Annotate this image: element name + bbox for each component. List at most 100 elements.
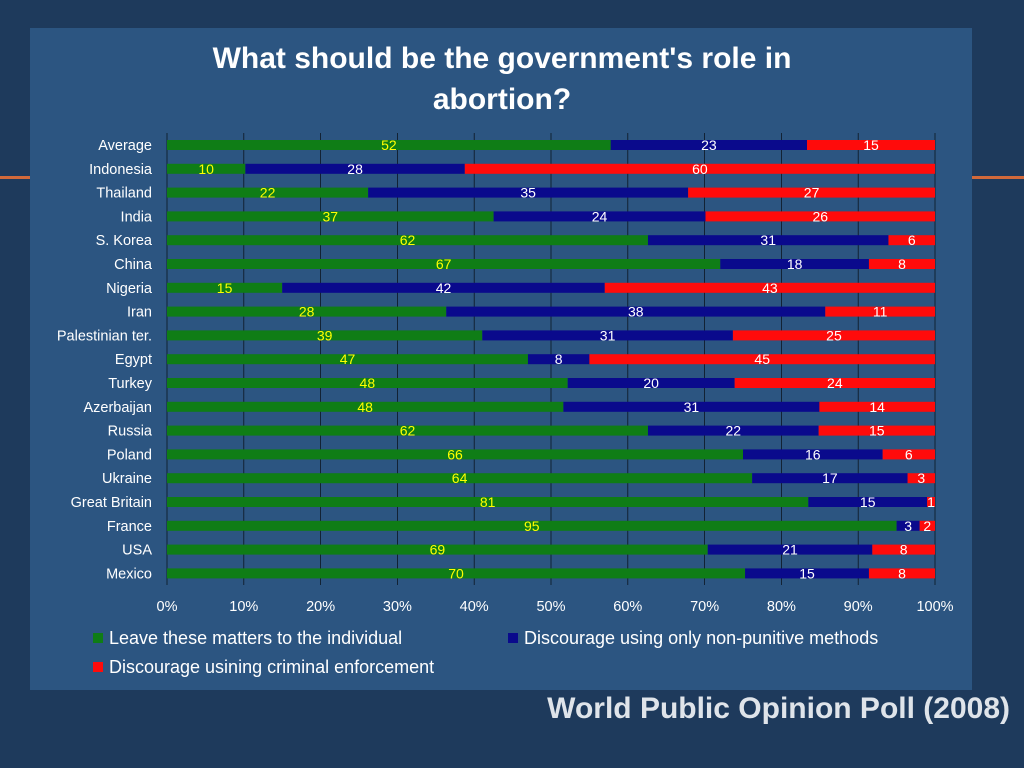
segment-value-label: 15	[799, 565, 815, 581]
segment-value-label: 81	[480, 494, 496, 510]
segment-value-label: 26	[812, 208, 828, 224]
category-label: Iran	[127, 305, 152, 321]
segment-value-label: 8	[900, 542, 908, 558]
category-label: Russia	[108, 424, 153, 440]
segment-value-label: 21	[782, 542, 798, 558]
bar-segment	[720, 259, 869, 269]
segment-value-label: 28	[347, 161, 363, 177]
source-citation: World Public Opinion Poll (2008)	[547, 692, 1010, 725]
segment-value-label: 16	[805, 446, 821, 462]
x-tick-label: 50%	[536, 599, 565, 615]
bar-segment	[167, 282, 283, 293]
segment-value-label: 24	[827, 375, 843, 391]
segment-value-label: 31	[600, 327, 616, 343]
category-label: Mexico	[106, 566, 152, 582]
bar-segment	[647, 425, 819, 436]
bar-segment	[882, 449, 935, 460]
segment-value-label: 47	[340, 351, 356, 367]
bar-segment	[752, 473, 908, 484]
segment-value-label: 62	[400, 423, 416, 439]
x-tick-label: 80%	[767, 599, 796, 615]
category-label: India	[121, 209, 153, 225]
bar-segment	[745, 568, 869, 579]
segment-value-label: 60	[692, 161, 708, 177]
category-label: S. Korea	[96, 233, 153, 249]
segment-value-label: 27	[804, 185, 820, 201]
segment-value-label: 64	[452, 470, 468, 486]
bar-segment	[493, 211, 706, 222]
chart-title-line-2: abortion?	[432, 83, 572, 116]
segment-value-label: 67	[436, 256, 452, 272]
bar-segment	[732, 330, 935, 341]
bar-segment	[647, 235, 889, 246]
category-label: Poland	[107, 447, 152, 463]
bar-segment	[907, 473, 935, 484]
bar-segment	[167, 520, 897, 531]
bar-segment	[743, 449, 883, 460]
bar-segment	[167, 544, 708, 555]
segment-value-label: 15	[860, 494, 876, 510]
segment-value-label: 43	[762, 280, 778, 296]
category-label: Thailand	[96, 186, 152, 202]
bar-segment	[167, 187, 369, 198]
segment-value-label: 3	[917, 470, 925, 486]
bar-segment	[688, 187, 935, 198]
segment-value-label: 8	[898, 256, 906, 272]
bar-segment	[282, 282, 605, 293]
segment-value-label: 37	[323, 208, 339, 224]
segment-value-label: 31	[684, 399, 700, 415]
bar-segment	[927, 497, 935, 507]
x-tick-label: 40%	[460, 599, 489, 615]
bar-segment	[888, 235, 935, 246]
segment-value-label: 39	[317, 327, 333, 343]
bar-segment	[825, 306, 935, 317]
segment-value-label: 8	[555, 351, 563, 367]
bar-segment	[707, 544, 873, 555]
bar-segment	[734, 378, 935, 388]
category-label: China	[114, 257, 153, 273]
bar-segment	[167, 568, 746, 579]
bar-segment	[563, 401, 820, 412]
segment-value-label: 6	[905, 446, 913, 462]
chart-title: What should be the government's role in …	[0, 38, 1004, 120]
bar-segment	[818, 425, 935, 436]
bar-segment	[610, 140, 807, 150]
segment-value-label: 17	[822, 470, 838, 486]
bar-segment	[589, 354, 935, 365]
x-tick-label: 90%	[844, 599, 873, 615]
bar-segment	[167, 497, 809, 507]
segment-value-label: 31	[760, 232, 776, 248]
segment-value-label: 95	[524, 518, 540, 534]
bar-segment	[167, 235, 648, 246]
segment-value-label: 1	[927, 494, 935, 510]
bar-segment	[896, 520, 920, 531]
segment-value-label: 23	[701, 137, 717, 153]
x-tick-label: 10%	[229, 599, 258, 615]
bar-segment	[705, 211, 935, 222]
x-tick-label: 0%	[157, 599, 178, 615]
bar-segment	[868, 568, 935, 579]
segment-value-label: 18	[787, 256, 803, 272]
segment-value-label: 8	[898, 565, 906, 581]
segment-value-label: 70	[448, 565, 464, 581]
segment-value-label: 15	[869, 423, 885, 439]
bar-segment	[167, 449, 743, 460]
legend-label: Discourage usining criminal enforcement	[109, 657, 434, 677]
category-label: Average	[98, 138, 152, 154]
accent-line-left	[0, 176, 30, 179]
segment-value-label: 11	[873, 304, 888, 320]
x-tick-label: 20%	[306, 599, 335, 615]
segment-value-label: 22	[260, 185, 276, 201]
legend: Leave these matters to the individual Dis…	[93, 628, 878, 677]
bar-segment	[167, 140, 611, 150]
category-label: Egypt	[115, 352, 152, 368]
segment-value-label: 48	[357, 399, 373, 415]
segment-value-label: 28	[299, 304, 315, 320]
bar-segment	[245, 163, 465, 174]
segment-value-label: 42	[436, 280, 452, 296]
segment-value-label: 24	[592, 208, 608, 224]
bar-segment	[167, 473, 753, 484]
bar-segment	[482, 330, 733, 341]
bar-segment	[368, 187, 689, 198]
